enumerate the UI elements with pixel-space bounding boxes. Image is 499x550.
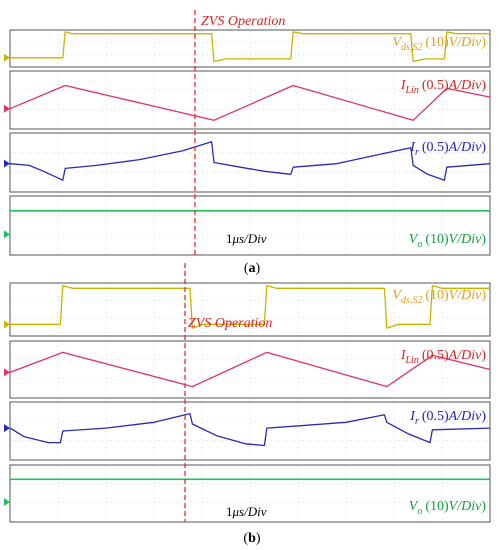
zvs-annotation: ZVS Operation [188, 316, 272, 331]
zvs-annotation: ZVS Operation [201, 14, 285, 29]
series-label: ILin (0.5)A/Div) [400, 78, 487, 96]
panel-frame [9, 29, 491, 68]
chart-1: Vds,S2 (10)V/Div) ILin (0.5)A/Div) Ir (0.5)A/… [4, 263, 491, 546]
waveform-0 [10, 31, 490, 63]
time-scale-label: 1μs/Div [226, 231, 267, 246]
series-label: Vo (10)V/Div) [409, 499, 487, 517]
panel-caption: (a) [244, 261, 261, 276]
channel-marker-icon [4, 498, 10, 507]
panel-3: Vo (10)V/Div) [4, 464, 491, 523]
series-label: Vds,S2 (10)V/Div) [392, 35, 486, 53]
waveform-1 [9, 84, 491, 121]
panel-1: ILin (0.5)A/Div) [4, 340, 491, 399]
waveform-1 [9, 351, 491, 388]
channel-marker-icon [4, 230, 10, 239]
channel-marker-icon [4, 320, 10, 329]
channel-marker-icon [4, 368, 10, 377]
series-label: Ir (0.5)A/Div) [409, 409, 486, 427]
time-scale-label: 1μs/Div [226, 504, 267, 519]
panel-2: Ir (0.5)A/Div) [4, 132, 491, 193]
series-label: Vo (10)V/Div) [409, 232, 487, 250]
channel-marker-icon [4, 424, 10, 433]
channel-marker-icon [4, 159, 10, 168]
waveform-2 [9, 141, 491, 181]
panel-0: Vds,S2 (10)V/Div) [4, 29, 491, 68]
waveform-0 [10, 284, 490, 329]
channel-marker-icon [4, 104, 10, 113]
waveform-2 [9, 412, 491, 447]
panel-2: Ir (0.5)A/Div) [4, 401, 491, 461]
panel-3: Vo (10)V/Div) [4, 195, 491, 256]
series-label: Ir (0.5)A/Div) [409, 140, 486, 158]
panel-1: ILin (0.5)A/Div) [4, 70, 491, 130]
channel-marker-icon [4, 53, 10, 62]
panel-0: Vds,S2 (10)V/Div) [4, 282, 491, 337]
panel-caption: (b) [243, 531, 260, 546]
panel-frame [9, 282, 491, 337]
chart-0: Vds,S2 (10)V/Div) ILin (0.5)A/Div) Ir (0.5)A/… [4, 10, 491, 276]
panel-frame [9, 340, 491, 399]
series-label: ILin (0.5)A/Div) [400, 348, 487, 366]
series-label: Vds,S2 (10)V/Div) [392, 288, 486, 306]
